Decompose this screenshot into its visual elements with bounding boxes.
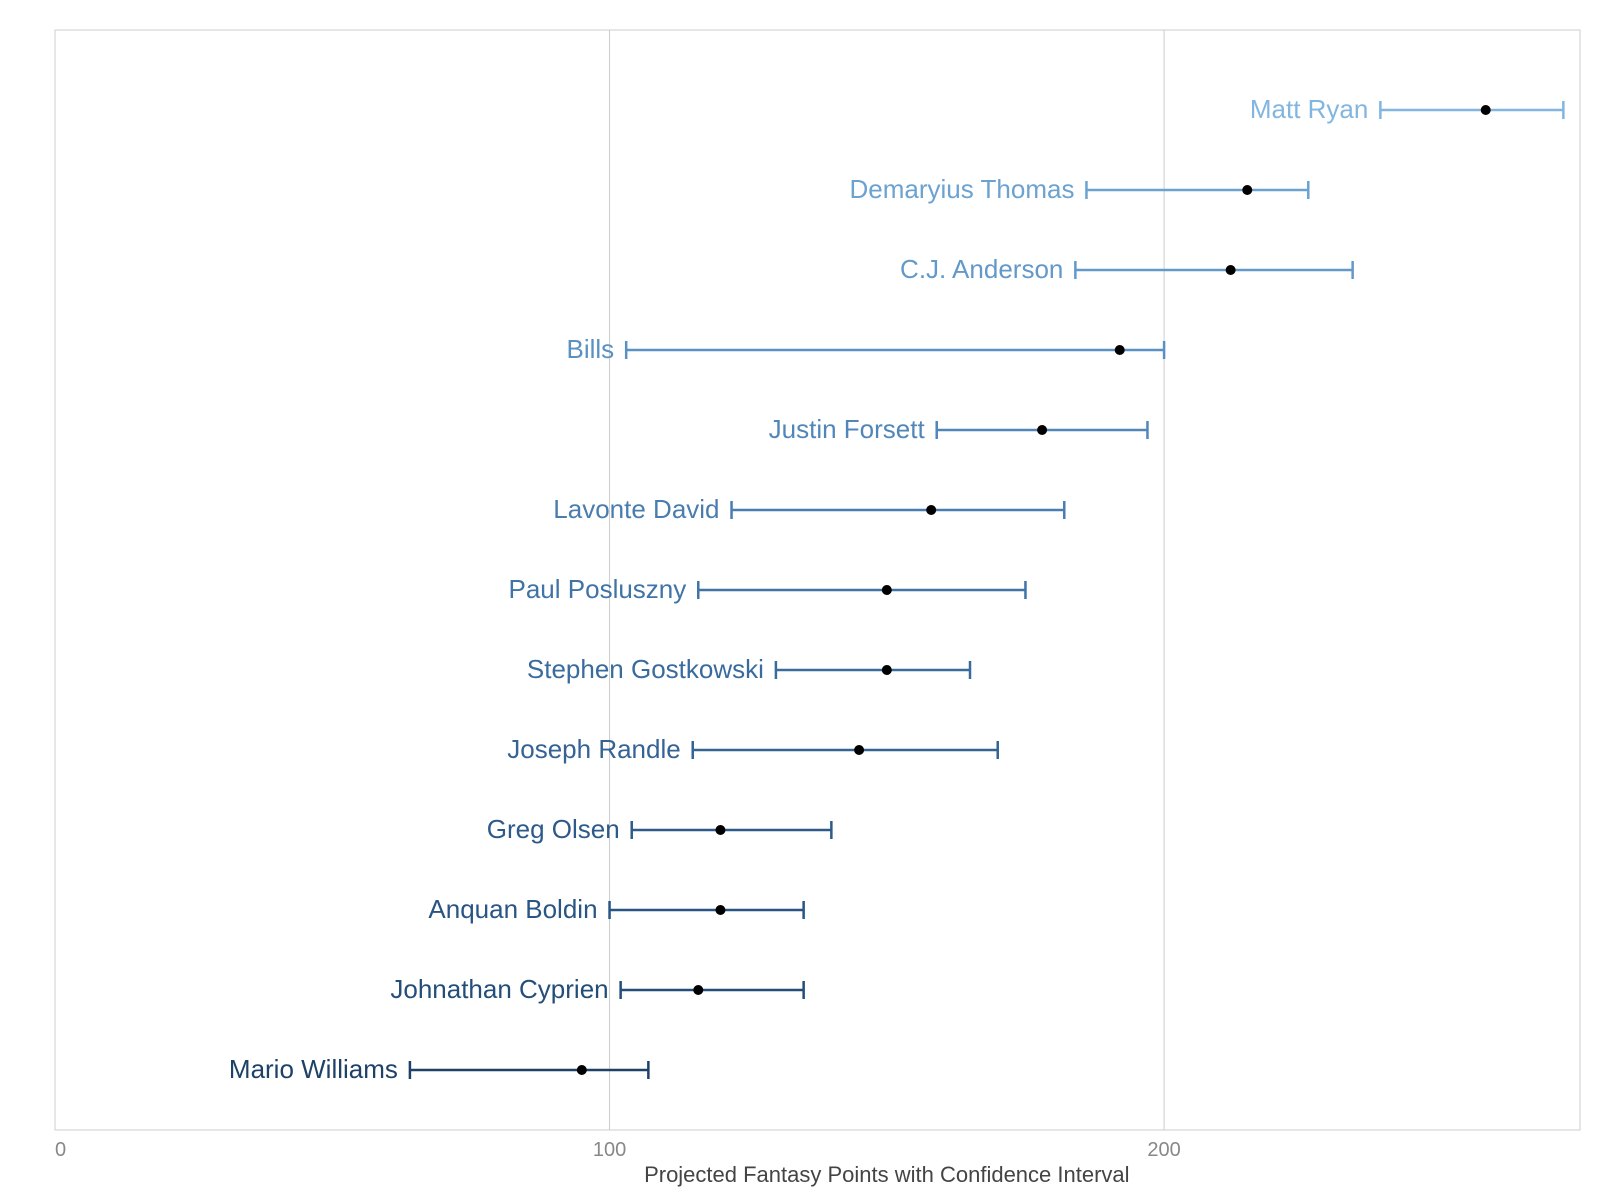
data-point	[854, 745, 864, 755]
x-tick-label: 200	[1147, 1139, 1180, 1161]
data-label: Greg Olsen	[487, 814, 620, 844]
data-label: Anquan Boldin	[428, 894, 597, 924]
x-tick-label: 0	[55, 1139, 66, 1161]
data-point	[715, 905, 725, 915]
data-label: Justin Forsett	[769, 414, 926, 444]
data-point	[1037, 425, 1047, 435]
data-point	[1226, 265, 1236, 275]
data-point	[577, 1065, 587, 1075]
data-label: Bills	[567, 334, 615, 364]
data-point	[1115, 345, 1125, 355]
data-label: Mario Williams	[229, 1054, 398, 1084]
data-label: Johnathan Cyprien	[390, 974, 608, 1004]
data-label: Joseph Randle	[507, 734, 680, 764]
data-label: Matt Ryan	[1250, 94, 1369, 124]
data-label: Demaryius Thomas	[850, 174, 1075, 204]
data-point	[882, 585, 892, 595]
data-point	[926, 505, 936, 515]
data-label: C.J. Anderson	[900, 254, 1063, 284]
chart-svg: 0 100 200 Projected Fantasy Points with Con…	[0, 0, 1615, 1200]
x-axis-label: Projected Fantasy Points with Confidence…	[644, 1162, 1129, 1187]
chart-container: 0 100 200 Projected Fantasy Points with Con…	[0, 0, 1615, 1200]
x-tick-label: 100	[593, 1139, 626, 1161]
data-label: Lavonte David	[553, 494, 719, 524]
data-label: Stephen Gostkowski	[527, 654, 764, 684]
data-point	[882, 665, 892, 675]
data-point	[1481, 105, 1491, 115]
data-point	[1242, 185, 1252, 195]
data-point	[715, 825, 725, 835]
chart-bg	[0, 0, 1615, 1200]
data-point	[693, 985, 703, 995]
data-label: Paul Posluszny	[509, 574, 687, 604]
